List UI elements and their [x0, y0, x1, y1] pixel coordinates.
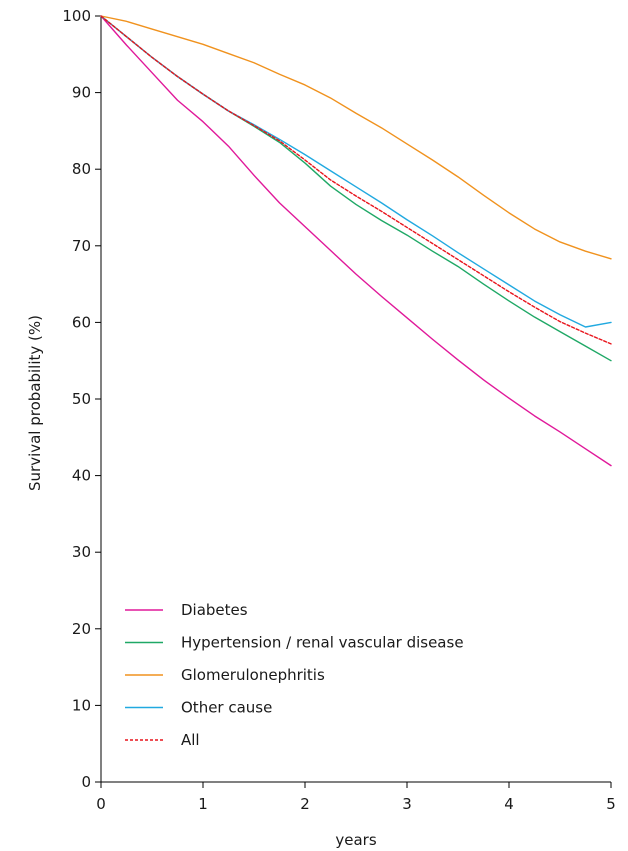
x-tick-label: 0 [96, 795, 106, 813]
x-axis-title: years [335, 831, 376, 849]
y-tick-label: 90 [72, 84, 91, 102]
y-tick-label: 60 [72, 313, 91, 331]
x-tick-label: 5 [606, 795, 616, 813]
legend: Diabetes Hypertension / renal vascular di… [125, 601, 464, 749]
series-line-diabetes [100, 15, 612, 467]
y-tick-label: 20 [72, 620, 91, 638]
x-tick-label: 1 [198, 795, 208, 813]
legend-label: Diabetes [181, 601, 248, 619]
x-tick-label: 2 [300, 795, 310, 813]
legend-label: Other cause [181, 699, 272, 717]
series-line-other-cause [100, 15, 612, 328]
y-tick-label: 30 [72, 543, 91, 561]
y-tick-label: 10 [72, 696, 91, 714]
x-tick-label: 4 [504, 795, 514, 813]
y-tick-label: 100 [62, 7, 91, 25]
y-tick-label: 80 [72, 160, 91, 178]
series-line-hypertension-renal-vascular-disease [100, 15, 612, 362]
legend-label: All [181, 731, 200, 749]
series-line-all [100, 15, 612, 345]
y-tick-label: 50 [72, 390, 91, 408]
legend-label: Hypertension / renal vascular disease [181, 634, 464, 652]
y-tick-label: 40 [72, 467, 91, 485]
y-tick-label: 0 [81, 773, 91, 791]
axes: 0 10 20 30 40 50 60 70 80 90 100 0 1 2 3 4 5 [62, 7, 615, 813]
y-tick-label: 70 [72, 237, 91, 255]
y-axis-title: Survival probability (%) [26, 315, 44, 491]
series-line-glomerulonephritis [100, 15, 612, 260]
series-layer [100, 15, 612, 467]
x-tick-label: 3 [402, 795, 412, 813]
legend-label: Glomerulonephritis [181, 666, 325, 684]
